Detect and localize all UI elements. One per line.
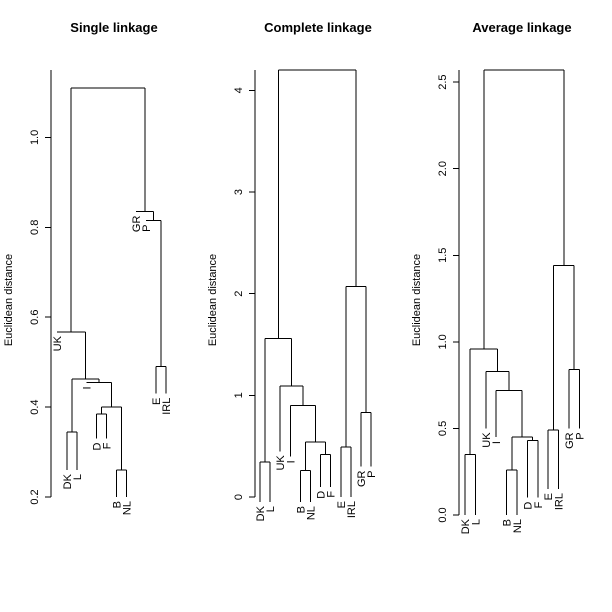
leaf-label: I [285, 460, 297, 463]
leaf-label: IRL [346, 501, 358, 518]
leaf-label: B [502, 519, 514, 526]
leaf-label: IRL [161, 398, 173, 415]
leaf-label: D [92, 443, 104, 451]
y-axis-label-single: Euclidean distance [3, 254, 15, 346]
y-tick-label: 0.4 [29, 399, 41, 414]
y-tick-label: 0.6 [29, 310, 41, 325]
leaf-label: NL [512, 519, 524, 533]
leaf-label: P [574, 432, 586, 439]
leaf-label: I [491, 441, 503, 444]
leaf-label: D [522, 502, 534, 510]
y-tick-label: 4 [233, 87, 245, 93]
leaf-label: E [543, 493, 555, 500]
leaf-label: P [141, 225, 153, 232]
leaf-label: D [316, 491, 328, 499]
leaf-label: IRL [554, 493, 566, 510]
y-tick-label: 1.0 [29, 130, 41, 145]
leaf-label: NL [306, 506, 318, 520]
y-tick-label: 2.5 [437, 74, 449, 89]
leaf-label: UK [481, 432, 493, 448]
y-axis-label-average: Euclidean distance [411, 254, 423, 346]
y-tick-label: 0.2 [29, 489, 41, 504]
y-tick-label: 1.5 [437, 248, 449, 263]
y-tick-label: 1.0 [437, 334, 449, 349]
y-tick-label: 1 [233, 392, 245, 398]
leaf-label: GR [356, 470, 368, 487]
leaf-label: P [366, 471, 378, 478]
y-tick-label: 0.5 [437, 421, 449, 436]
y-axis-label-complete: Euclidean distance [207, 254, 219, 346]
y-tick-label: 0 [233, 494, 245, 500]
panel-single-linkage: Single linkage Euclidean distance 0.2 0.4… [3, 20, 173, 515]
chart-title-average: Average linkage [472, 20, 571, 35]
leaf-label: F [326, 491, 338, 498]
y-tick-label: 3 [233, 189, 245, 195]
y-tick-label: 0.8 [29, 220, 41, 235]
leaf-label: F [102, 442, 114, 449]
leaf-label: DK [62, 473, 74, 489]
leaf-label: UK [52, 335, 64, 351]
leaf-label: F [533, 501, 545, 508]
leaf-label: DK [460, 518, 472, 534]
leaf-label: L [72, 474, 84, 480]
leaf-label: E [151, 398, 163, 405]
leaf-label: DK [255, 505, 267, 521]
panel-complete-linkage: Complete linkage Euclidean distance 0 1 2 3… [207, 20, 378, 521]
chart-title-single: Single linkage [70, 20, 157, 35]
chart-title-complete: Complete linkage [264, 20, 372, 35]
panel-average-linkage: Average linkage Euclidean distance 0.00.… [411, 20, 586, 534]
y-tick-label: 0.0 [437, 507, 449, 522]
leaf-label: I [82, 386, 94, 389]
leaf-label: UK [275, 455, 287, 471]
leaf-label: L [470, 519, 482, 525]
leaf-label: NL [121, 501, 133, 515]
leaf-label: B [111, 501, 123, 508]
leaf-label: E [336, 501, 348, 508]
y-tick-label: 2.0 [437, 161, 449, 176]
y-tick-label: 2 [233, 291, 245, 297]
leaf-label: L [265, 506, 277, 512]
leaf-label: GR [131, 216, 143, 233]
leaf-label: B [295, 506, 307, 513]
leaf-label: GR [564, 432, 576, 449]
